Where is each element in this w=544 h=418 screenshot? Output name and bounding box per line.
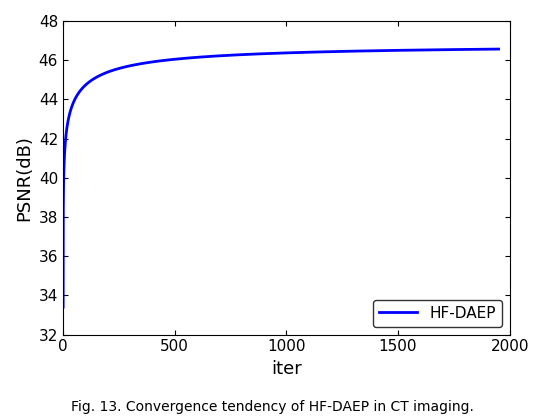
HF-DAEP bbox=[487, 47, 493, 52]
Line: HF-DAEP: HF-DAEP bbox=[63, 49, 499, 307]
Y-axis label: PSNR(dB): PSNR(dB) bbox=[15, 135, 33, 221]
Text: Fig. 13. Convergence tendency of HF-DAEP in CT imaging.: Fig. 13. Convergence tendency of HF-DAEP… bbox=[71, 400, 473, 414]
HF-DAEP bbox=[109, 68, 116, 73]
HF-DAEP bbox=[440, 47, 447, 52]
HF-DAEP bbox=[135, 61, 142, 66]
HF-DAEP bbox=[60, 305, 66, 310]
Legend: HF-DAEP: HF-DAEP bbox=[373, 300, 502, 327]
HF-DAEP bbox=[496, 46, 502, 51]
HF-DAEP bbox=[246, 52, 252, 57]
X-axis label: iter: iter bbox=[271, 360, 302, 378]
HF-DAEP bbox=[227, 53, 233, 58]
